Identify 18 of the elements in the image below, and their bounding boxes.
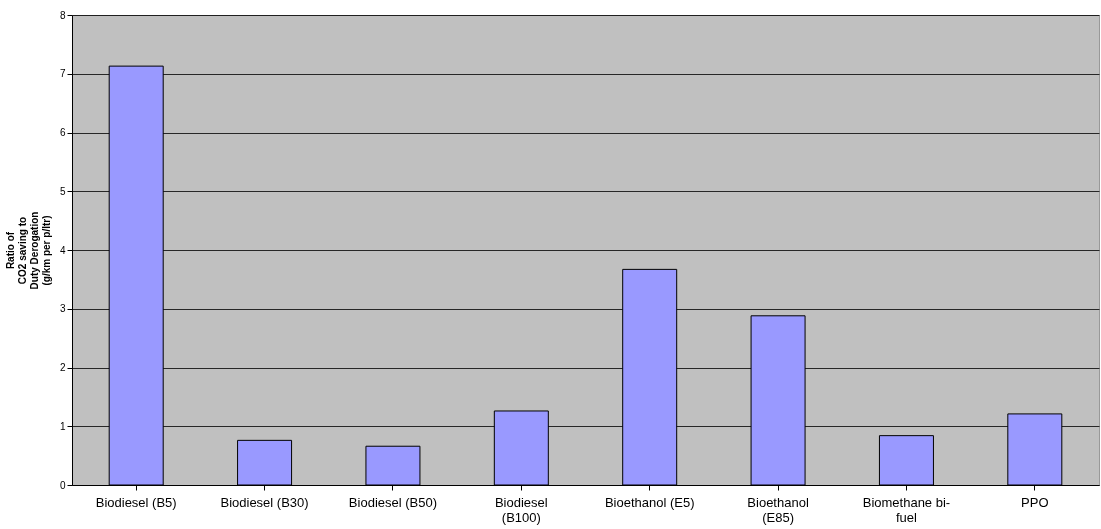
y-tick-label: 5 xyxy=(59,185,66,197)
y-tick-label: 4 xyxy=(59,244,66,256)
y-axis-title: Ratio of CO2 saving to Duty Derogation (g/km per p/ltr) xyxy=(4,211,52,290)
y-tick-label: 0 xyxy=(59,479,66,491)
y-tick-label: 6 xyxy=(59,127,66,138)
x-tick-label: PPO xyxy=(1021,494,1049,510)
x-tick-label: Bioethanol (E85) xyxy=(747,494,809,525)
y-tick-label: 2 xyxy=(59,362,66,373)
x-tick-label: Biodiesel (B50) xyxy=(348,494,438,510)
y-tick-label: 8 xyxy=(59,9,66,21)
x-tick-label: Biodiesel (B100) xyxy=(494,494,548,525)
y-tick-label: 3 xyxy=(59,303,66,315)
y-tick-label: 7 xyxy=(59,68,66,80)
y-tick-label: 1 xyxy=(59,420,66,432)
x-tick-label: Biomethane bi-fuel xyxy=(862,494,951,525)
x-tick-label: Biodiesel (B5) xyxy=(95,494,177,510)
x-tick-label: Biodiesel (B30) xyxy=(220,494,309,510)
x-tick-label: Bioethanol (E5) xyxy=(604,494,695,510)
